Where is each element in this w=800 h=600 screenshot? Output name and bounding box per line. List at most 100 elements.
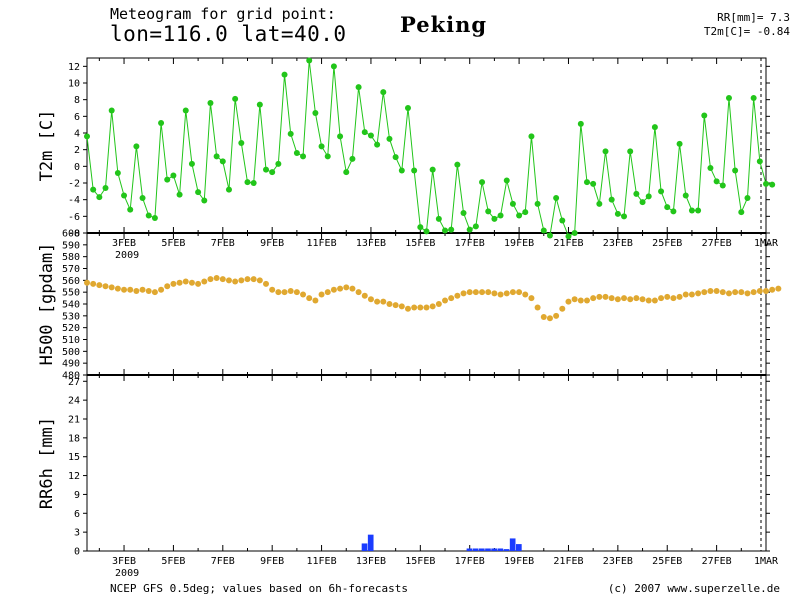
t2m-point: [306, 57, 313, 64]
h500-point: [621, 295, 628, 302]
h500-point: [448, 295, 455, 302]
x-tick-label: 15FEB: [405, 238, 435, 249]
h500-point: [293, 289, 300, 296]
t2m-point: [127, 206, 134, 213]
h500-point: [528, 295, 535, 302]
h500-point: [670, 295, 677, 302]
h500-point: [695, 290, 702, 297]
x-tick-label: 1MAR: [754, 556, 779, 567]
h500-point: [349, 285, 356, 292]
rr-bar: [466, 548, 473, 551]
rr-bar: [472, 548, 479, 551]
t2m-point: [750, 95, 757, 101]
rr-bar: [491, 548, 497, 551]
x-tick-label: 13FEB: [356, 556, 386, 567]
h500-point: [732, 289, 739, 296]
t2m-point: [367, 132, 374, 139]
y-tick-label: 510: [62, 335, 80, 346]
y-tick-label: 550: [62, 288, 80, 299]
t2m-point: [639, 199, 646, 206]
t2m-point: [108, 107, 115, 114]
t2m-point: [201, 197, 208, 204]
h500-point: [269, 286, 276, 293]
t2m-point: [503, 177, 510, 184]
station-name: Peking: [400, 12, 488, 37]
t2m-point: [744, 195, 751, 201]
h500-point: [725, 290, 732, 297]
x-tick-label: 11FEB: [307, 556, 337, 567]
t2m-point: [738, 209, 745, 216]
t2m-point: [658, 188, 665, 195]
t2m-point: [707, 165, 714, 171]
h500-point: [244, 276, 251, 283]
h500-point: [756, 287, 763, 294]
t2m-point: [571, 230, 578, 236]
t2m-point: [756, 158, 763, 165]
h500-point: [108, 284, 115, 291]
t2m-point: [411, 167, 418, 174]
h500-point: [596, 293, 603, 300]
t2m-point: [213, 153, 220, 160]
h500-point: [417, 304, 424, 311]
h500-point: [404, 305, 411, 312]
y-tick-label: -4: [68, 195, 80, 206]
t2m-point: [232, 95, 239, 102]
t2m-point: [188, 160, 195, 167]
t2m-point: [559, 217, 566, 224]
h500-point: [559, 305, 566, 312]
h500-point: [213, 274, 220, 281]
rr-bar: [361, 543, 368, 551]
h500-point: [367, 296, 374, 303]
h500-point: [583, 297, 590, 304]
t2m-point: [133, 143, 140, 150]
h500-point: [151, 289, 158, 296]
t2m-point: [763, 180, 769, 187]
x-year-label: 2009: [115, 568, 139, 579]
x-tick-label: 3FEB: [112, 556, 136, 567]
y-tick-label: -2: [68, 179, 80, 190]
t2m-point: [287, 130, 294, 137]
rr-bar: [497, 548, 504, 551]
x-tick-label: 23FEB: [603, 238, 633, 249]
x-tick-label: 1MAR: [754, 238, 779, 249]
panel-frame: [86, 374, 767, 552]
t2m-point: [312, 110, 319, 116]
y-tick-label: 21: [68, 415, 80, 426]
panel-frame: [86, 232, 767, 376]
h500-point: [565, 298, 572, 305]
y-tick-label: 4: [74, 129, 80, 140]
t2m-point: [96, 194, 103, 201]
t2m-point: [485, 208, 492, 215]
h500-point: [121, 286, 128, 293]
h500-point: [485, 289, 492, 296]
h500-point: [164, 283, 171, 290]
t2m-point: [516, 212, 523, 219]
t2m-point: [664, 204, 671, 211]
t2m-point: [84, 133, 90, 140]
h500-point: [645, 297, 652, 304]
t2m-point: [633, 190, 640, 197]
y-tick-label: 10: [68, 79, 80, 90]
chart-title-line1: Meteogram for grid point:: [110, 5, 336, 23]
t2m-point: [90, 186, 97, 193]
t2m-point: [417, 224, 424, 231]
t2m-point: [528, 133, 535, 140]
y-tick-label: 570: [62, 264, 80, 275]
x-tick-label: 5FEB: [161, 238, 185, 249]
h500-point: [423, 304, 430, 311]
t2m-line: [86, 60, 773, 238]
rr-bar: [503, 549, 510, 551]
y-tick-label: 12: [68, 62, 80, 73]
t2m-point: [472, 223, 479, 230]
h500-point: [454, 292, 461, 299]
h500-point: [744, 290, 751, 297]
t2m-point: [219, 158, 226, 165]
h500-point: [442, 297, 449, 304]
y-tick-label: 27: [68, 377, 80, 388]
t2m-point: [577, 120, 584, 127]
h500-point: [466, 289, 473, 296]
t2m-point: [151, 215, 158, 221]
t2m-point: [256, 101, 263, 108]
t2m-point: [182, 107, 189, 114]
